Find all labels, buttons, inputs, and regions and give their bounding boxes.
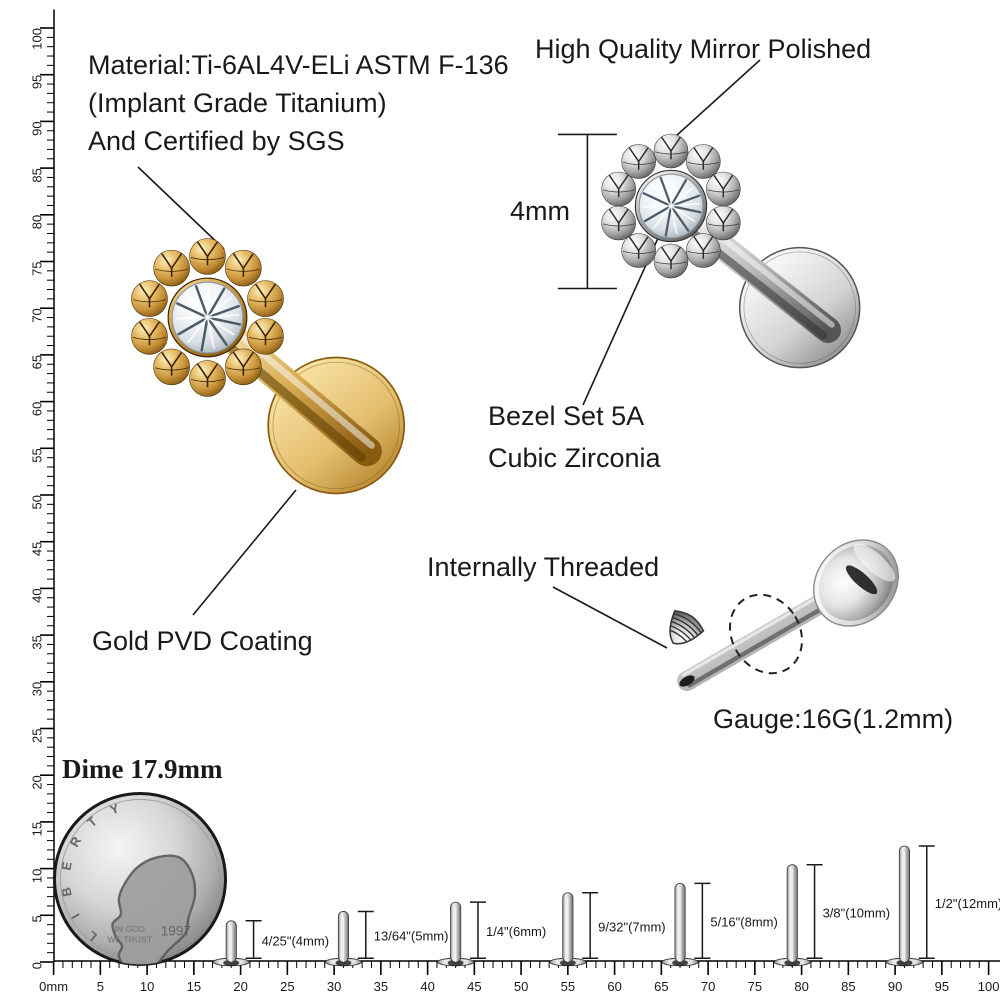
svg-text:1/4"(6mm): 1/4"(6mm) bbox=[486, 924, 546, 939]
svg-text:9/32"(7mm): 9/32"(7mm) bbox=[598, 919, 665, 934]
svg-text:1/2"(12mm): 1/2"(12mm) bbox=[935, 896, 1000, 911]
svg-text:13/64"(5mm): 13/64"(5mm) bbox=[374, 929, 449, 944]
svg-text:5/16"(8mm): 5/16"(8mm) bbox=[710, 915, 777, 930]
svg-text:3/8"(10mm): 3/8"(10mm) bbox=[823, 905, 890, 920]
svg-text:WE TRUST: WE TRUST bbox=[107, 934, 152, 944]
svg-text:IN GOD: IN GOD bbox=[115, 924, 145, 934]
svg-text:4/25"(4mm): 4/25"(4mm) bbox=[262, 933, 329, 948]
svg-text:1997: 1997 bbox=[161, 923, 191, 938]
